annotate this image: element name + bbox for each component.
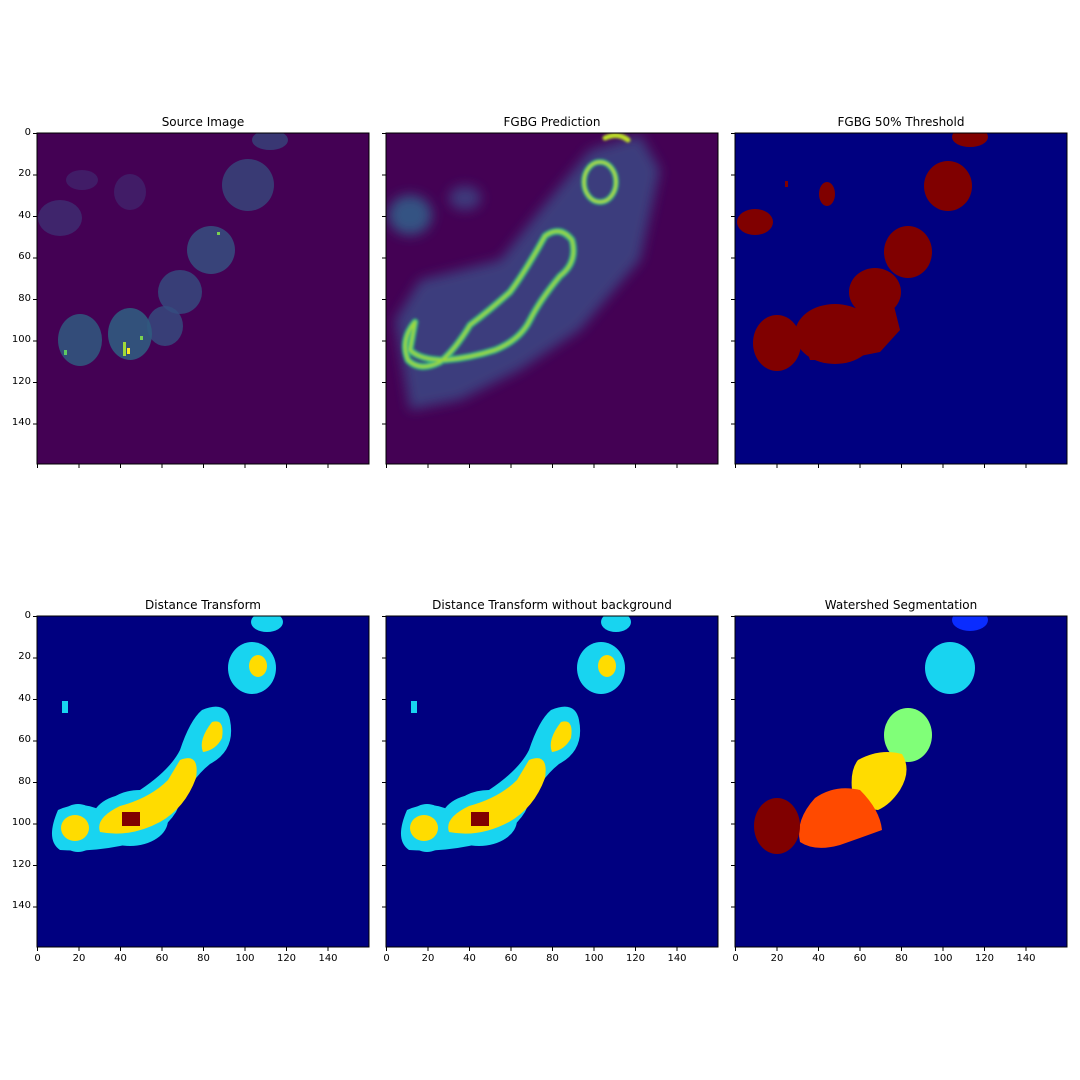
panel-distance-transform-nobg: [386, 616, 718, 947]
y-tick-label: 140: [11, 417, 31, 428]
x-tick-label: 100: [584, 953, 604, 964]
watershed-segment-blue: [952, 616, 988, 631]
x-tick-label: 100: [235, 953, 255, 964]
y-tick-label: 60: [18, 251, 31, 262]
y-tick-label: 100: [11, 817, 31, 828]
y-tick-label: 80: [18, 292, 31, 304]
panel-fgbg-prediction: [386, 133, 718, 464]
distance-nobg-background: [386, 616, 718, 947]
watershed-segment-darkred: [754, 798, 800, 854]
x-tick-label: 80: [197, 953, 210, 964]
watershed-segment-cyan: [925, 642, 975, 694]
y-tick-label: 120: [11, 858, 31, 870]
x-tick-label: 0: [732, 953, 739, 964]
x-tick-label: 40: [812, 953, 825, 964]
x-tick-label: 0: [34, 953, 41, 964]
panel-watershed: [735, 616, 1067, 947]
y-tick-label: 60: [18, 734, 31, 745]
y-tick-label: 80: [18, 775, 31, 787]
y-tick-label: 40: [18, 209, 31, 221]
x-tick-label: 60: [155, 953, 169, 964]
distance-background: [37, 616, 369, 947]
watershed-segment-yellow: [851, 752, 907, 810]
x-tick-label: 40: [114, 953, 127, 964]
y-tick-label: 20: [18, 168, 31, 179]
x-tick-label: 120: [625, 953, 646, 964]
panel-source-image: [37, 133, 369, 464]
x-tick-label: 140: [318, 953, 338, 964]
panel-title: FGBG Prediction: [503, 115, 601, 129]
y-tick-label: 0: [24, 126, 31, 138]
source-image-bright-spots: [64, 232, 220, 356]
y-tick-label: 120: [11, 375, 31, 387]
x-tick-label: 80: [895, 953, 908, 964]
y-tick-label: 140: [11, 900, 31, 911]
x-tick-label: 20: [421, 953, 435, 964]
source-image-cells: [38, 133, 288, 366]
panel-distance-transform: [37, 616, 369, 947]
x-tick-label: 120: [974, 953, 995, 964]
x-tick-label: 20: [72, 953, 86, 964]
x-tick-label: 140: [1016, 953, 1036, 964]
watershed-segment-green: [884, 708, 932, 762]
distance-nobg-peak: [471, 812, 489, 826]
x-tick-label: 120: [276, 953, 297, 964]
x-tick-label: 0: [383, 953, 390, 964]
x-tick-label: 60: [853, 953, 867, 964]
x-tick-label: 20: [770, 953, 784, 964]
source-image-background: [37, 133, 369, 464]
threshold-background: [735, 133, 1067, 464]
prediction-edges: [401, 133, 631, 370]
tick-marks: [33, 133, 1027, 951]
watershed-segment-orange: [799, 788, 882, 848]
panel-title: Distance Transform: [145, 598, 261, 612]
y-tick-label: 0: [24, 609, 31, 621]
y-tick-label: 20: [18, 651, 31, 662]
distance-peak: [122, 812, 140, 826]
x-tick-label: 80: [546, 953, 559, 964]
y-tick-label: 40: [18, 692, 31, 704]
x-tick-label: 40: [463, 953, 476, 964]
panel-title: FGBG 50% Threshold: [837, 115, 965, 129]
x-tick-label: 100: [933, 953, 953, 964]
y-tick-label: 100: [11, 334, 31, 345]
x-tick-label: 60: [504, 953, 518, 964]
panel-title: Distance Transform without background: [432, 598, 672, 612]
threshold-foreground: [737, 133, 988, 371]
x-tick-label: 140: [667, 953, 687, 964]
panel-title: Watershed Segmentation: [824, 598, 978, 612]
panel-title: Source Image: [161, 115, 245, 129]
panel-fgbg-threshold: [735, 133, 1067, 464]
